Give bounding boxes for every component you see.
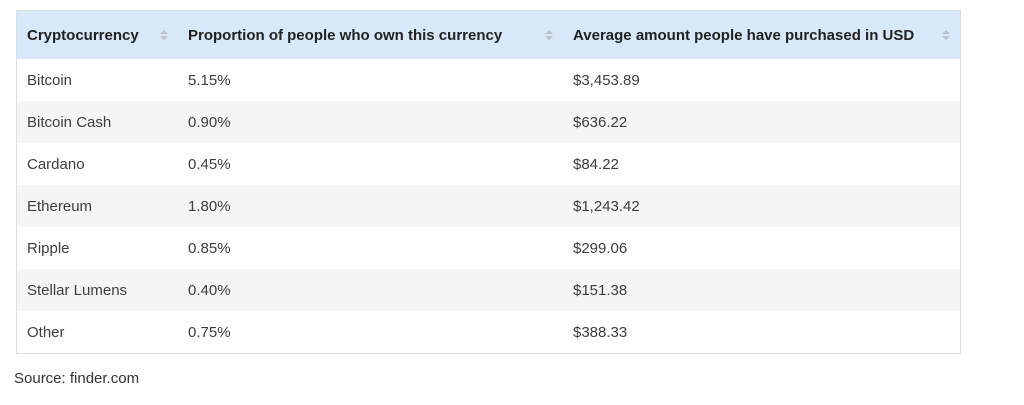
cell-average: $151.38	[563, 269, 960, 311]
table-row: Ripple 0.85% $299.06	[17, 227, 960, 269]
table-header-row: Cryptocurrency Proportion of people who …	[17, 11, 960, 59]
cell-proportion: 1.80%	[178, 185, 563, 227]
table-row: Cardano 0.45% $84.22	[17, 143, 960, 185]
cell-currency: Cardano	[17, 143, 178, 185]
cell-currency: Bitcoin Cash	[17, 101, 178, 143]
sort-icon	[942, 30, 950, 40]
source-caption: Source: finder.com	[14, 370, 140, 387]
column-header-average[interactable]: Average amount people have purchased in …	[563, 11, 960, 59]
cell-proportion: 0.40%	[178, 269, 563, 311]
cell-average: $388.33	[563, 311, 960, 353]
cell-proportion: 0.85%	[178, 227, 563, 269]
column-header-label: Average amount people have purchased in …	[573, 26, 915, 44]
column-header-label: Proportion of people who own this curren…	[188, 26, 503, 44]
cell-proportion: 0.90%	[178, 101, 563, 143]
cell-currency: Bitcoin	[17, 59, 178, 101]
cell-currency: Ethereum	[17, 185, 178, 227]
cell-average: $3,453.89	[563, 59, 960, 101]
crypto-table: Cryptocurrency Proportion of people who …	[17, 11, 960, 353]
cell-average: $1,243.42	[563, 185, 960, 227]
sort-icon	[160, 30, 168, 40]
column-header-proportion[interactable]: Proportion of people who own this curren…	[178, 11, 563, 59]
table-row: Bitcoin Cash 0.90% $636.22	[17, 101, 960, 143]
cell-currency: Other	[17, 311, 178, 353]
table-row: Stellar Lumens 0.40% $151.38	[17, 269, 960, 311]
sort-icon	[545, 30, 553, 40]
table-row: Ethereum 1.80% $1,243.42	[17, 185, 960, 227]
cell-currency: Stellar Lumens	[17, 269, 178, 311]
cell-proportion: 0.75%	[178, 311, 563, 353]
cell-average: $299.06	[563, 227, 960, 269]
cell-proportion: 0.45%	[178, 143, 563, 185]
column-header-label: Cryptocurrency	[27, 26, 139, 44]
cell-proportion: 5.15%	[178, 59, 563, 101]
column-header-cryptocurrency[interactable]: Cryptocurrency	[17, 11, 178, 59]
table-row: Other 0.75% $388.33	[17, 311, 960, 353]
cell-average: $84.22	[563, 143, 960, 185]
cell-currency: Ripple	[17, 227, 178, 269]
table-row: Bitcoin 5.15% $3,453.89	[17, 59, 960, 101]
crypto-table-container: Cryptocurrency Proportion of people who …	[16, 10, 961, 354]
cell-average: $636.22	[563, 101, 960, 143]
